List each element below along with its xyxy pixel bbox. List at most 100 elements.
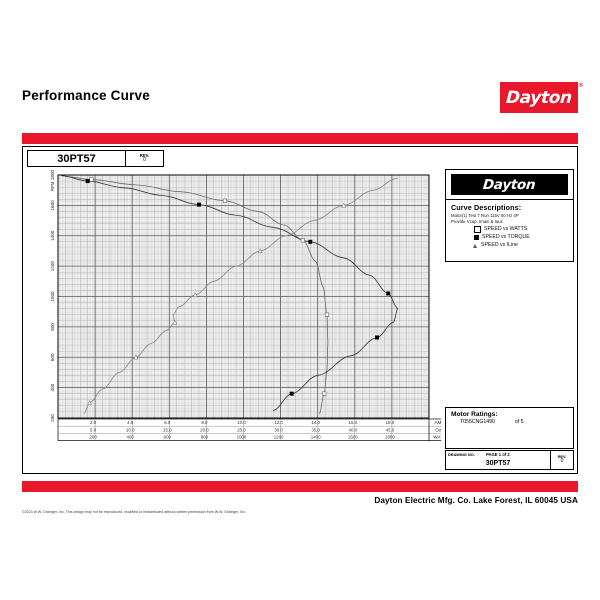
motor-ratings-title: Motor Ratings: (451, 411, 498, 418)
x-tick-label: 4.0 (127, 420, 134, 425)
x-tick-label: 8.0 (201, 420, 208, 425)
open-triangle-marker (87, 400, 92, 405)
x-tick-label: 20.0 (200, 427, 209, 432)
legend-items: SPEED vs WATTS SPEED vs TORQUE SPEED vs IL… (473, 226, 573, 250)
legend-divider (446, 199, 573, 200)
legend-subtitle-line2: Provide Vcap, Imain & Iaux (451, 218, 503, 224)
open-triangle-marker (341, 202, 347, 208)
page-title: Performance Curve (22, 88, 150, 103)
legend-item-2: SPEED vs ILine (473, 242, 573, 250)
open-triangle-marker (172, 319, 178, 325)
x-tick-label: 1600 (348, 435, 358, 440)
open-triangle-icon (473, 243, 478, 248)
page-label: PAGE 1 of 2 (486, 452, 510, 457)
legend-item-0: SPEED vs WATTS (474, 226, 573, 234)
graph-canvas: 1800 1600 1400 1200 1000 800 600 400 200 RPM 2.0 4… (28, 169, 441, 449)
curve-speed-vs-iline (83, 177, 398, 414)
x-tick-label: 25.0 (237, 427, 246, 432)
x-tick-label: 16.0 (349, 420, 358, 425)
revision-label: REV. (139, 152, 150, 158)
title-block-main: DRAWING NO. PAGE 1 of 2 30PT57 (446, 451, 551, 469)
drawing-number-value: 30PT57 (485, 460, 511, 467)
x-tick-label: 10.0 (126, 427, 135, 432)
motor-sheet-value: of 5 (514, 419, 524, 425)
x-axis-label-table: 2.0 4.0 6.0 8.0 10.0 12.0 14.0 16.0 18.0 AMPS 5.0 1… (57, 418, 441, 441)
filled-square-marker (375, 335, 380, 340)
x-tick-label: 40.0 (349, 427, 358, 432)
dayton-logo-inset-text: Dayton (482, 176, 537, 193)
x-tick-label: 6.0 (164, 420, 171, 425)
y-tick-label: 200 (50, 414, 55, 422)
info-column: Dayton Curve Descriptions: Motor(1) Test… (445, 169, 574, 449)
filled-square-marker (196, 202, 201, 207)
x-tick-label: 14.0 (311, 420, 320, 425)
legend-item-1: SPEED vs TORQUE (474, 234, 573, 242)
revision-value: 0 (143, 157, 146, 164)
footer-copyright: ©2023 W.W. Grainger, Inc. This design ma… (22, 510, 246, 514)
revision-cell: REV. 0 (126, 151, 163, 166)
open-triangle-marker (257, 248, 263, 253)
filled-square-marker (308, 239, 313, 244)
footer-company: Dayton Electric Mfg. Co. Lake Forest, IL… (374, 496, 578, 505)
x-tick-label: 400 (127, 435, 135, 440)
x-tick-label: 1400 (311, 435, 321, 440)
legend-item-label: SPEED vs WATTS (484, 226, 528, 233)
x-tick-label: 5.0 (90, 427, 97, 432)
y-tick-label: 600 (50, 353, 55, 361)
legend-subtitle-line1: Motor(1) Test 7 Run 115V 60 Hz 4P (451, 213, 519, 218)
y-tick-label: 1200 (50, 261, 55, 272)
open-square-marker (322, 391, 327, 396)
x-tick-label: 10.0 (237, 420, 246, 425)
part-number-block: 30PT57 REV. 0 (27, 150, 164, 167)
y-axis-tick-labels: 1800 1600 1400 1200 1000 800 600 400 200 RPM (50, 169, 55, 421)
filled-square-marker (85, 179, 90, 184)
performance-graph: 1800 1600 1400 1200 1000 800 600 400 200 RPM 2.0 4… (28, 169, 441, 449)
filled-square-icon (474, 235, 479, 241)
open-square-icon (474, 226, 481, 234)
title-block-revision: REV. 0 (551, 451, 573, 469)
grid-major (57, 174, 430, 419)
part-number-value: 30PT57 (28, 151, 126, 166)
x-tick-label: 35.0 (311, 427, 320, 432)
drawing-frame: 30PT57 REV. 0 1800 1600 1400 1200 1000 800 600… (22, 146, 578, 474)
motor-ratings-box: Motor Ratings: T055CNG1490 of 5 (445, 407, 574, 449)
x-tick-label: 800 (201, 435, 209, 440)
open-triangle-marker (192, 292, 198, 298)
curve-descriptions-box: Dayton Curve Descriptions: Motor(1) Test… (445, 169, 574, 262)
x-tick-label: 45.0 (386, 427, 395, 432)
filled-square-marker (289, 391, 294, 396)
x-tick-label: 12.0 (274, 420, 283, 425)
y-axis-title: RPM (50, 181, 55, 191)
open-square-marker (89, 177, 94, 182)
motor-ratings-row: T055CNG1490 of 5 (460, 419, 573, 425)
x-tick-label: 600 (164, 435, 172, 440)
open-square-marker (300, 238, 305, 243)
y-tick-label: 1400 (50, 230, 55, 241)
accent-bar-bottom (22, 481, 578, 492)
registered-trademark-icon: ® (578, 83, 583, 89)
x-tick-label: 2.0 (90, 420, 97, 425)
filled-square-marker (386, 291, 391, 296)
drawing-number-label: DRAWING NO. (448, 452, 475, 457)
open-square-marker (324, 312, 330, 317)
motor-model-value: T055CNG1490 (460, 419, 495, 425)
x-tick-label: 1200 (274, 435, 284, 440)
y-tick-label: 800 (50, 323, 55, 331)
y-tick-label: 1800 (50, 169, 55, 180)
curve-descriptions-title: Curve Descriptions: (451, 203, 522, 212)
dayton-logo-text: Dayton (505, 87, 573, 108)
y-tick-label: 1000 (50, 291, 55, 302)
curve-speed-vs-torque (61, 175, 399, 411)
open-triangle-marker (133, 354, 139, 360)
data-point-markers (85, 177, 391, 405)
dayton-logo: Dayton ® (500, 82, 583, 113)
title-block-rev-label: REV. (557, 454, 567, 460)
x-tick-label: 30.0 (274, 427, 283, 432)
y-tick-label: 1600 (50, 200, 55, 211)
x-tick-label: 15.0 (163, 427, 172, 432)
title-block: DRAWING NO. PAGE 1 of 2 30PT57 REV. 0 (445, 450, 574, 470)
dayton-logo-inset: Dayton (451, 174, 568, 195)
x-tick-label: 1000 (237, 435, 247, 440)
x-axis-unit-label: AMPS (434, 420, 441, 425)
x-axis-unit-label: Oz-Ft (435, 427, 441, 432)
